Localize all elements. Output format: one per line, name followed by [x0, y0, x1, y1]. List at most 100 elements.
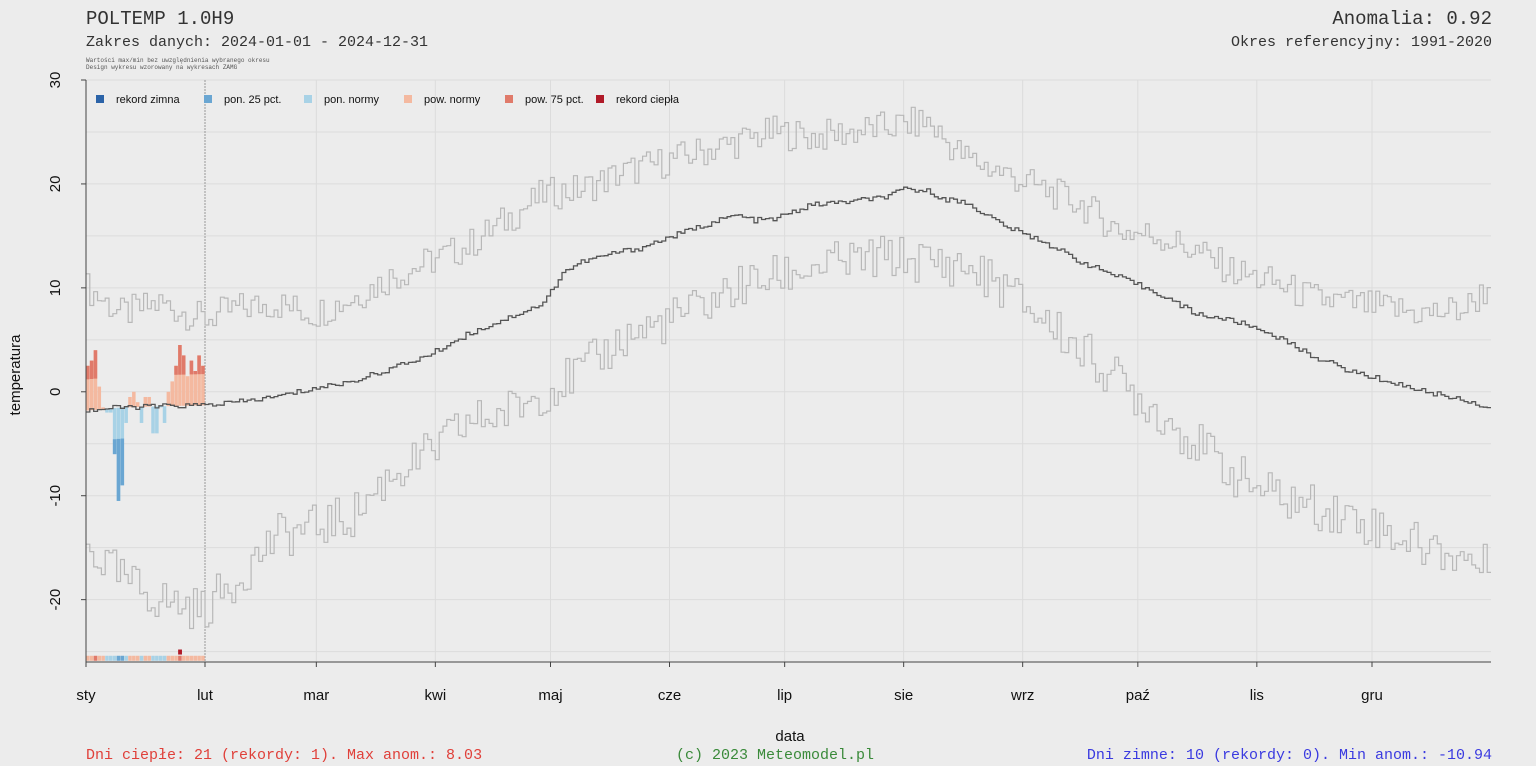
day-strip [178, 655, 182, 661]
day-strip [185, 655, 190, 661]
anomaly-bar [197, 355, 201, 406]
anomaly-bar [155, 406, 159, 434]
reference-period: Okres referencyjny: 1991-2020 [1230, 34, 1492, 51]
legend: rekord zimna pon. 25 pct. pon. normy pow. n… [96, 94, 680, 106]
x-tick-label: lis [1250, 687, 1264, 704]
legend-swatch [304, 95, 312, 103]
day-strip [93, 655, 98, 661]
anomaly-bar [181, 355, 186, 406]
x-tick-label: lut [197, 687, 214, 704]
legend-swatch [96, 95, 104, 103]
anomaly-bar-strong [120, 438, 125, 486]
anomaly-bar [189, 360, 194, 406]
anomaly-bar [139, 406, 144, 423]
anomaly-bar [97, 386, 102, 410]
day-strip [201, 655, 205, 661]
legend-label: pow. normy [424, 94, 481, 106]
day-strip [116, 655, 121, 661]
record-warm-marker [178, 649, 182, 655]
day-strip [101, 655, 105, 661]
y-tick-label: 20 [47, 176, 64, 193]
copyright: (c) 2023 Meteomodel.pl [676, 747, 875, 764]
anomaly-bar [105, 408, 109, 413]
legend-swatch [204, 95, 212, 103]
day-strip [105, 655, 109, 661]
legend-swatch [596, 95, 604, 103]
x-tick-label: paź [1126, 687, 1150, 704]
legend-swatch [404, 95, 412, 103]
day-strip [124, 655, 128, 661]
day-strip [155, 655, 159, 661]
x-tick-label: maj [538, 687, 562, 704]
max-record-line [86, 106, 1491, 331]
y-tick-label: 10 [47, 280, 64, 297]
day-strip [143, 655, 148, 661]
y-axis-label: temperatura [7, 334, 24, 416]
chart-title: POLTEMP 1.0H9 [86, 8, 235, 30]
anomaly-bars [86, 345, 205, 661]
day-strip [120, 655, 125, 661]
x-tick-label: lip [777, 687, 792, 704]
anomaly-bar [89, 360, 94, 411]
x-tick-label: sie [894, 687, 913, 704]
anomaly-bar [151, 406, 155, 434]
anomaly-bar [132, 391, 136, 408]
anomaly-bar [112, 408, 117, 455]
anomaly-bar [185, 376, 190, 406]
anomaly-bar [101, 407, 105, 410]
day-strip [166, 655, 171, 661]
min-record-line [86, 235, 1491, 630]
day-strip [112, 655, 117, 661]
anomaly-bar [158, 406, 163, 408]
note-design: Design wykresu wzorowany na wykresach ZA… [86, 64, 238, 71]
anomaly-bar [147, 396, 151, 407]
anomaly-bar [174, 365, 178, 406]
axes: -20 -10 0 10 20 30 sty lut mar kwi maj cze lip sie wrz… [47, 72, 1491, 704]
anomaly-bar [201, 365, 205, 406]
y-tick-label: -20 [47, 589, 64, 611]
day-strip [147, 655, 151, 661]
curves [86, 106, 1491, 630]
day-strip [86, 655, 90, 661]
note-maxmin: Wartości max/min bez uwzględnienia wybra… [86, 57, 270, 64]
day-strip [193, 655, 198, 661]
x-tick-label: gru [1361, 687, 1383, 704]
anomaly-bar [178, 345, 182, 406]
x-tick-label: cze [658, 687, 681, 704]
day-strip [170, 655, 174, 661]
x-tick-label: kwi [424, 687, 446, 704]
legend-label: pon. 25 pct. [224, 94, 282, 106]
anomaly-bar [109, 408, 113, 413]
day-strip [158, 655, 163, 661]
x-axis-label: data [775, 728, 805, 745]
x-tick-label: sty [76, 687, 96, 704]
anomaly-bar-strong [86, 365, 90, 380]
anomaly-bar-strong [116, 438, 121, 501]
anomaly-bar-strong [174, 365, 178, 375]
legend-label: rekord zimna [116, 94, 180, 106]
legend-label: rekord ciepła [616, 94, 680, 106]
anomaly-bar [124, 407, 128, 423]
legend-label: pon. normy [324, 94, 380, 106]
anomaly-bar [128, 396, 132, 408]
day-strip [135, 655, 140, 661]
legend-label: pow. 75 pct. [525, 94, 584, 106]
anomaly-bar-strong [112, 439, 117, 455]
day-strip [189, 655, 194, 661]
anomaly-bar-strong [197, 355, 201, 375]
day-strip [139, 655, 144, 661]
x-tick-label: wrz [1010, 687, 1034, 704]
anomaly-bar [86, 365, 90, 411]
normal-line [86, 186, 1491, 413]
anomaly-bar [166, 391, 171, 407]
legend-swatch [505, 95, 513, 103]
day-strip [132, 655, 136, 661]
day-strip [97, 655, 102, 661]
day-strip [151, 655, 155, 661]
day-strip [128, 655, 132, 661]
anomaly-bar [143, 396, 148, 407]
warm-days-summary: Dni ciepłe: 21 (rekordy: 1). Max anom.: … [86, 747, 483, 764]
day-strip [162, 655, 167, 661]
anomaly-bar-strong [93, 350, 98, 379]
